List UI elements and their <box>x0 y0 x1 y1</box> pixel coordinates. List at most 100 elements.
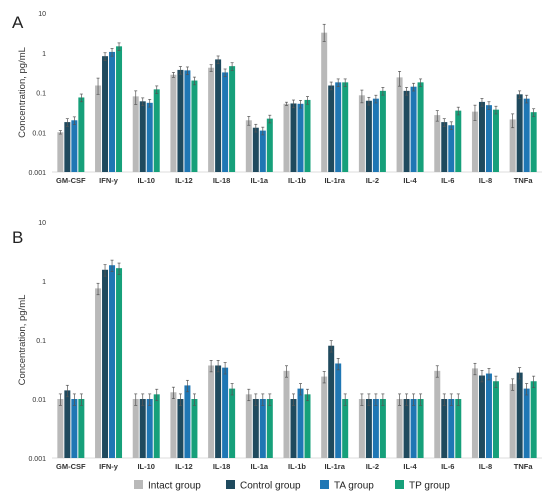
x-tick-label: IFN-y <box>99 462 119 471</box>
bar-1-8-1 <box>365 399 372 458</box>
bar-0-6-1 <box>290 103 297 172</box>
bar-0-6-2 <box>297 103 304 172</box>
bar-0-5-3 <box>266 118 273 172</box>
bar-0-1-2 <box>109 51 116 172</box>
bar-0-0-0 <box>57 132 64 172</box>
x-tick-label: IL-1ra <box>324 462 345 471</box>
bar-0-6-0 <box>283 103 290 172</box>
y-tick-label: 0.1 <box>36 338 46 345</box>
bar-1-8-0 <box>358 399 365 458</box>
bar-0-5-2 <box>259 130 266 172</box>
bar-0-9-0 <box>396 77 403 172</box>
bar-1-7-3 <box>342 399 349 458</box>
legend-label: Control group <box>240 481 301 492</box>
x-tick-label: IL-2 <box>366 176 379 185</box>
panel-letter-b: B <box>12 228 23 247</box>
bar-0-11-3 <box>492 109 499 172</box>
y-tick-label: 1 <box>42 279 46 286</box>
bar-0-7-1 <box>328 85 335 172</box>
x-tick-label: IL-8 <box>479 176 492 185</box>
legend-label: TA group <box>334 481 374 492</box>
bar-1-3-2 <box>184 385 191 458</box>
bar-1-6-0 <box>283 370 290 458</box>
bar-0-2-1 <box>139 101 146 172</box>
bar-0-11-1 <box>478 101 485 172</box>
bar-1-7-0 <box>321 376 328 458</box>
bar-1-6-3 <box>304 394 311 458</box>
legend-item: Control group <box>226 480 301 492</box>
x-tick-label: IL-6 <box>441 462 454 471</box>
bar-0-1-1 <box>102 56 109 172</box>
x-tick-label: IL-4 <box>403 462 417 471</box>
x-tick-label: IL-18 <box>213 176 231 185</box>
bar-1-10-2 <box>448 399 455 458</box>
bar-0-4-2 <box>222 72 229 172</box>
bar-0-2-0 <box>132 96 139 172</box>
bar-0-1-0 <box>95 85 102 172</box>
bar-0-11-0 <box>471 111 478 172</box>
bar-1-7-1 <box>328 345 335 458</box>
bar-0-10-3 <box>455 110 462 172</box>
bar-1-11-1 <box>478 375 485 458</box>
bar-1-0-1 <box>64 390 71 458</box>
bar-0-8-0 <box>358 95 365 172</box>
y-axis-label: Concentration, pg/mL <box>17 47 28 138</box>
bar-0-5-0 <box>245 120 252 172</box>
bar-0-4-3 <box>229 66 236 172</box>
bar-1-0-2 <box>71 399 78 458</box>
bar-1-9-0 <box>396 399 403 458</box>
chart-panel-a: 10 1 0.1 0.01 0.001 Concentration, pg/mL GM-CS… <box>17 11 542 185</box>
bar-1-1-0 <box>95 288 102 458</box>
bar-1-12-3 <box>530 381 537 458</box>
legend-swatch <box>395 480 404 489</box>
legend-swatch <box>320 480 329 489</box>
x-tick-label: IL-12 <box>175 462 193 471</box>
bar-0-3-2 <box>184 70 191 172</box>
bar-1-12-2 <box>523 388 530 458</box>
x-tick-label: TNFa <box>514 176 534 185</box>
bar-0-3-3 <box>191 80 198 172</box>
bar-0-9-3 <box>417 82 424 172</box>
legend-item: TA group <box>320 480 374 492</box>
x-tick-label: IL-10 <box>137 176 155 185</box>
bar-1-5-1 <box>252 399 259 458</box>
bar-0-10-2 <box>448 125 455 172</box>
y-tick-label: 0.001 <box>28 456 46 463</box>
y-axis-label: Concentration, pg/mL <box>17 295 28 386</box>
bar-1-4-3 <box>229 388 236 458</box>
bar-1-6-2 <box>297 388 304 458</box>
bar-1-8-3 <box>379 399 386 458</box>
bar-1-0-3 <box>78 399 85 458</box>
x-tick-label: IL-10 <box>137 462 155 471</box>
legend-item: TP group <box>395 480 450 492</box>
bar-1-10-0 <box>434 370 441 458</box>
x-tick-label: IL-18 <box>213 462 231 471</box>
bar-1-5-3 <box>266 399 273 458</box>
bar-1-4-2 <box>222 367 229 458</box>
bar-1-1-1 <box>102 269 109 458</box>
bar-1-0-0 <box>57 399 64 458</box>
bar-0-2-2 <box>146 102 153 172</box>
legend-label: Intact group <box>148 481 201 492</box>
legend-label: TP group <box>409 481 450 492</box>
bar-1-12-0 <box>509 383 516 458</box>
bar-0-9-1 <box>403 90 410 172</box>
x-tick-label: IL-1b <box>288 462 306 471</box>
bar-0-4-1 <box>215 59 222 172</box>
bar-1-9-3 <box>417 399 424 458</box>
bar-1-5-2 <box>259 399 266 458</box>
bar-1-12-1 <box>516 372 523 458</box>
bar-0-12-0 <box>509 119 516 172</box>
x-tick-label: TNFa <box>514 462 534 471</box>
bar-0-7-2 <box>335 82 342 172</box>
bar-1-2-3 <box>153 394 160 458</box>
x-tick-label: IL-1a <box>251 462 269 471</box>
legend-swatch <box>226 480 235 489</box>
y-tick-label: 0.01 <box>32 130 46 137</box>
bar-0-11-2 <box>485 105 492 172</box>
bar-0-1-3 <box>116 46 123 173</box>
bar-1-10-1 <box>441 399 448 458</box>
bar-0-0-3 <box>78 97 85 172</box>
bar-1-3-3 <box>191 399 198 458</box>
bar-0-4-0 <box>208 67 215 172</box>
